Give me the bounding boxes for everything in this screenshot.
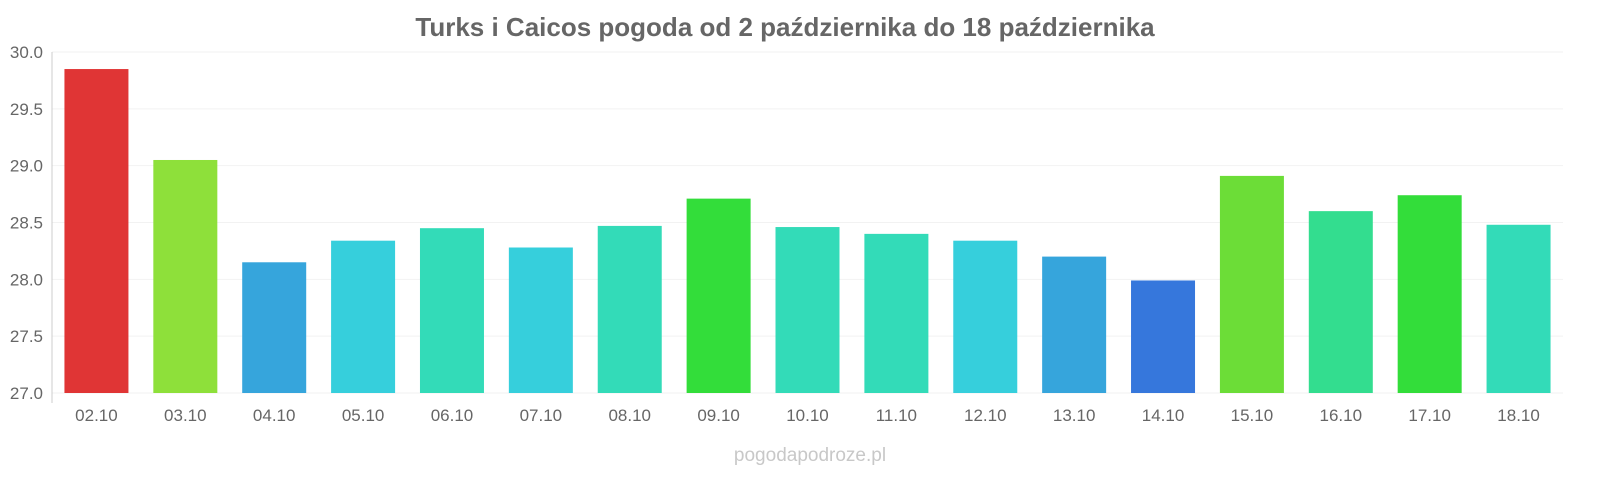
chart-title: Turks i Caicos pogoda od 2 października …	[415, 12, 1155, 42]
x-tick-label: 12.10	[964, 406, 1007, 425]
bar-14.10[interactable]	[1131, 280, 1196, 393]
bar-15.10[interactable]	[1219, 175, 1284, 393]
x-tick-label: 18.10	[1497, 406, 1540, 425]
bar-08.10[interactable]	[597, 225, 662, 393]
x-tick-label: 15.10	[1231, 406, 1274, 425]
y-tick-label: 28.5	[10, 214, 43, 233]
bar-03.10[interactable]	[153, 159, 218, 393]
x-tick-label: 14.10	[1142, 406, 1185, 425]
x-tick-label: 03.10	[164, 406, 207, 425]
bar-02.10[interactable]	[64, 69, 129, 394]
bar-17.10[interactable]	[1397, 195, 1462, 393]
x-tick-label: 08.10	[608, 406, 651, 425]
x-tick-label: 05.10	[342, 406, 385, 425]
watermark: pogodapodroze.pl	[734, 445, 886, 466]
y-tick-label: 30.0	[10, 43, 43, 62]
y-tick-label: 28.0	[10, 270, 43, 289]
bar-07.10[interactable]	[508, 247, 573, 393]
bar-10.10[interactable]	[775, 227, 840, 393]
x-tick-label: 10.10	[786, 406, 829, 425]
bar-12.10[interactable]	[953, 240, 1018, 393]
bar-16.10[interactable]	[1308, 211, 1373, 393]
bar-11.10[interactable]	[864, 233, 929, 393]
x-tick-label: 11.10	[876, 406, 917, 425]
x-tick-label: 09.10	[697, 406, 740, 425]
x-tick-label: 16.10	[1320, 406, 1363, 425]
x-tick-label: 17.10	[1408, 406, 1451, 425]
bar-06.10[interactable]	[419, 228, 484, 393]
x-tick-label: 07.10	[520, 406, 563, 425]
bar-18.10[interactable]	[1486, 224, 1551, 393]
x-tick-label: 04.10	[253, 406, 296, 425]
y-tick-label: 27.5	[10, 327, 43, 346]
y-tick-label: 29.5	[10, 100, 43, 119]
x-tick-label: 13.10	[1053, 406, 1096, 425]
bar-05.10[interactable]	[331, 240, 396, 393]
bar-09.10[interactable]	[686, 198, 751, 393]
bar-04.10[interactable]	[242, 262, 307, 393]
x-tick-label: 06.10	[431, 406, 474, 425]
bar-13.10[interactable]	[1042, 256, 1107, 393]
y-tick-label: 29.0	[10, 157, 43, 176]
x-tick-label: 02.10	[75, 406, 118, 425]
y-tick-label: 27.0	[10, 384, 43, 403]
